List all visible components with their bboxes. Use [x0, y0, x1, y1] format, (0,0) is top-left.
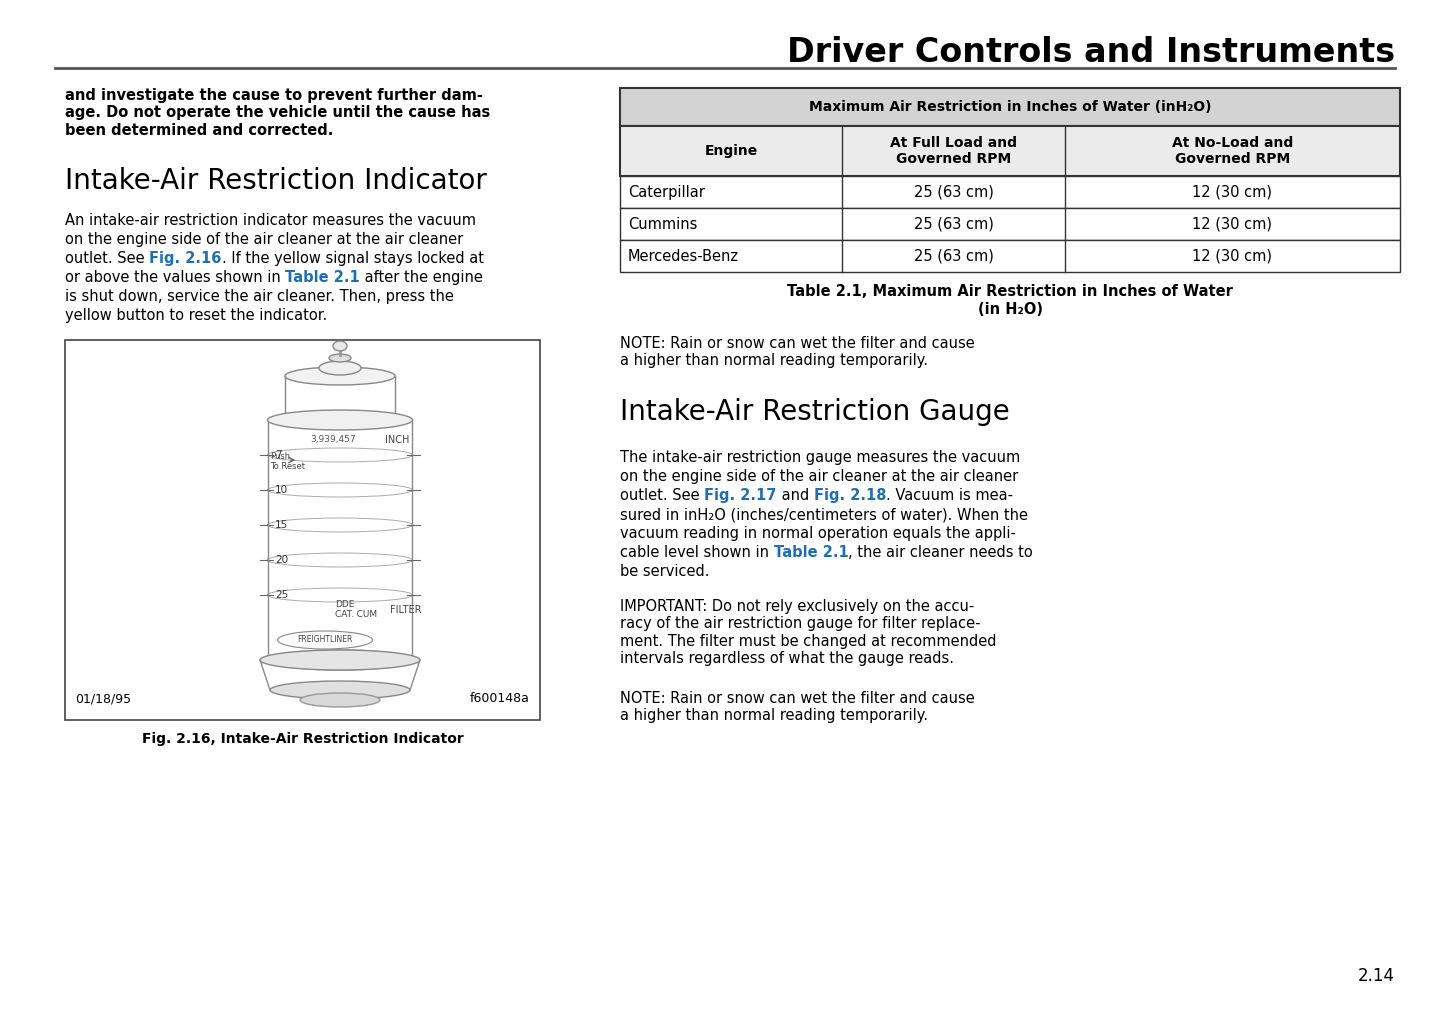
Text: 25 (63 cm): 25 (63 cm) [913, 248, 993, 264]
Text: outlet. See: outlet. See [620, 488, 704, 503]
Text: vacuum reading in normal operation equals the appli-: vacuum reading in normal operation equal… [620, 526, 1016, 541]
Ellipse shape [267, 518, 412, 532]
Ellipse shape [319, 361, 361, 375]
Text: Table 2.1: Table 2.1 [285, 270, 360, 285]
Text: Caterpillar: Caterpillar [629, 184, 705, 200]
Text: Table 2.1, Maximum Air Restriction in Inches of Water: Table 2.1, Maximum Air Restriction in In… [788, 284, 1233, 299]
Text: Cummins: Cummins [629, 217, 698, 231]
Text: 3,939,457: 3,939,457 [311, 435, 355, 444]
Ellipse shape [267, 588, 412, 602]
Text: or above the values shown in: or above the values shown in [65, 270, 285, 285]
Ellipse shape [285, 411, 394, 429]
Text: (in H₂O): (in H₂O) [977, 302, 1042, 317]
Ellipse shape [267, 448, 412, 462]
Text: f600148a: f600148a [470, 692, 530, 705]
Text: At Full Load and
Governed RPM: At Full Load and Governed RPM [890, 135, 1017, 166]
Text: is shut down, service the air cleaner. Then, press the: is shut down, service the air cleaner. T… [65, 289, 454, 304]
Text: Engine: Engine [705, 144, 757, 158]
Text: NOTE: Rain or snow can wet the filter and cause
a higher than normal reading tem: NOTE: Rain or snow can wet the filter an… [620, 336, 975, 369]
Text: . Vacuum is mea-: . Vacuum is mea- [886, 488, 1013, 503]
Text: 01/18/95: 01/18/95 [75, 692, 131, 705]
Text: 7: 7 [275, 450, 282, 460]
Ellipse shape [267, 553, 412, 567]
Text: Intake-Air Restriction Gauge: Intake-Air Restriction Gauge [620, 398, 1010, 426]
Text: 15: 15 [275, 520, 288, 530]
Ellipse shape [285, 367, 394, 385]
Text: yellow button to reset the indicator.: yellow button to reset the indicator. [65, 308, 327, 323]
Ellipse shape [329, 354, 351, 362]
Text: At No-Load and
Governed RPM: At No-Load and Governed RPM [1172, 135, 1293, 166]
Ellipse shape [267, 483, 412, 497]
FancyBboxPatch shape [620, 88, 1400, 126]
Text: 12 (30 cm): 12 (30 cm) [1192, 184, 1272, 200]
Text: The intake-air restriction gauge measures the vacuum: The intake-air restriction gauge measure… [620, 450, 1020, 465]
Text: INCH: INCH [384, 435, 409, 445]
Text: outlet. See: outlet. See [65, 251, 149, 266]
FancyBboxPatch shape [620, 126, 1400, 176]
Text: 12 (30 cm): 12 (30 cm) [1192, 217, 1272, 231]
Text: Fig. 2.17: Fig. 2.17 [704, 488, 776, 503]
FancyBboxPatch shape [620, 240, 1400, 272]
Ellipse shape [332, 341, 347, 351]
Ellipse shape [270, 681, 410, 699]
Text: Push
To Reset: Push To Reset [270, 452, 305, 471]
Text: and investigate the cause to prevent further dam-
age. Do not operate the vehicl: and investigate the cause to prevent fur… [65, 88, 490, 137]
Text: Intake-Air Restriction Indicator: Intake-Air Restriction Indicator [65, 167, 487, 195]
Text: cable level shown in: cable level shown in [620, 545, 773, 560]
Text: sured in inH₂O (inches/centimeters of water). When the: sured in inH₂O (inches/centimeters of wa… [620, 507, 1027, 522]
FancyBboxPatch shape [65, 340, 540, 720]
Text: be serviced.: be serviced. [620, 564, 709, 579]
Text: CAT. CUM: CAT. CUM [335, 610, 377, 619]
Text: on the engine side of the air cleaner at the air cleaner: on the engine side of the air cleaner at… [620, 469, 1019, 484]
Text: DDE: DDE [335, 600, 354, 609]
Text: NOTE: Rain or snow can wet the filter and cause
a higher than normal reading tem: NOTE: Rain or snow can wet the filter an… [620, 691, 975, 724]
Text: , the air cleaner needs to: , the air cleaner needs to [848, 545, 1033, 560]
Text: An intake-air restriction indicator measures the vacuum: An intake-air restriction indicator meas… [65, 213, 475, 228]
FancyBboxPatch shape [620, 208, 1400, 240]
Text: FREIGHTLINER: FREIGHTLINER [298, 635, 353, 644]
Text: FILTER: FILTER [390, 605, 422, 615]
Text: . If the yellow signal stays locked at: . If the yellow signal stays locked at [221, 251, 484, 266]
Text: 25: 25 [275, 590, 288, 600]
Text: Mercedes-Benz: Mercedes-Benz [629, 248, 738, 264]
Text: after the engine: after the engine [360, 270, 483, 285]
Text: Fig. 2.16, Intake-Air Restriction Indicator: Fig. 2.16, Intake-Air Restriction Indica… [142, 732, 464, 746]
Text: 20: 20 [275, 555, 288, 565]
Text: IMPORTANT: Do not rely exclusively on the accu-
racy of the air restriction gaug: IMPORTANT: Do not rely exclusively on th… [620, 599, 997, 666]
Text: Fig. 2.16: Fig. 2.16 [149, 251, 221, 266]
Text: 10: 10 [275, 485, 288, 495]
Ellipse shape [301, 693, 380, 706]
Text: Maximum Air Restriction in Inches of Water (inH₂O): Maximum Air Restriction in Inches of Wat… [809, 100, 1211, 114]
Ellipse shape [267, 651, 412, 670]
FancyBboxPatch shape [620, 176, 1400, 208]
Text: 25 (63 cm): 25 (63 cm) [913, 217, 993, 231]
Text: 2.14: 2.14 [1358, 967, 1394, 985]
Ellipse shape [267, 410, 412, 430]
Text: Fig. 2.18: Fig. 2.18 [814, 488, 886, 503]
Text: on the engine side of the air cleaner at the air cleaner: on the engine side of the air cleaner at… [65, 232, 464, 247]
Text: Driver Controls and Instruments: Driver Controls and Instruments [788, 36, 1394, 68]
Text: 25 (63 cm): 25 (63 cm) [913, 184, 993, 200]
Text: 12 (30 cm): 12 (30 cm) [1192, 248, 1272, 264]
Ellipse shape [260, 651, 420, 670]
Ellipse shape [277, 631, 373, 649]
Text: Table 2.1: Table 2.1 [773, 545, 848, 560]
Text: and: and [776, 488, 814, 503]
